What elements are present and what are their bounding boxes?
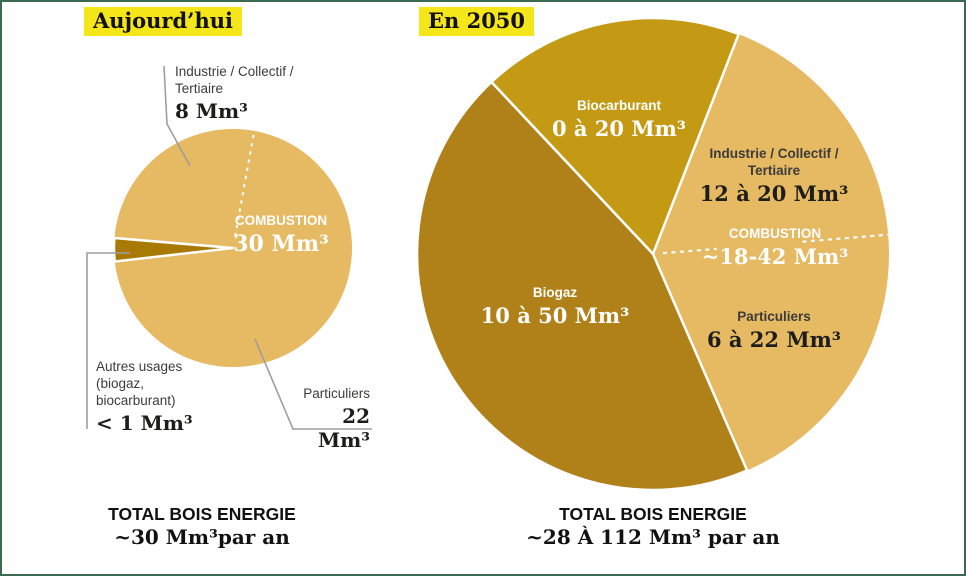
pie-0-slice-autres-usages xyxy=(112,236,235,263)
pie-0-leader-line-2 xyxy=(254,338,372,430)
label-combustion-2050: COMBUSTION ~18-42 Mm³ xyxy=(694,226,856,269)
label-combustion-2050-value: ~18-42 Mm³ xyxy=(701,243,849,269)
label-combustion-today-title: COMBUSTION xyxy=(234,213,328,228)
label-particuliers-today-value: 22 Mm³ xyxy=(317,403,370,452)
label-industrie-today-line2: Tertiaire xyxy=(175,80,224,96)
pie-1-dashed-divider-0 xyxy=(662,247,717,255)
label-particuliers-2050-line1: Particuliers xyxy=(737,309,811,324)
label-autres-usages: Autres usages (biogaz, biocarburant) < 1… xyxy=(96,359,256,435)
chart-title-today: Aujourd’hui xyxy=(84,7,243,37)
label-biogaz-2050-line1: Biogaz xyxy=(532,285,578,300)
label-autres-usages-value: < 1 Mm³ xyxy=(96,410,193,435)
pie-1-slice-biocarburant xyxy=(490,16,740,256)
total-2050-line1: TOTAL BOIS ENERGIE xyxy=(559,504,747,524)
pie-0-dashed-divider-0 xyxy=(234,130,256,237)
label-particuliers-today: Particuliers 22 Mm³ xyxy=(284,386,370,452)
label-industrie-today-line1: Industrie / Collectif / xyxy=(175,64,294,79)
label-industrie-2050-line2: Tertiaire xyxy=(747,162,801,178)
chart-title-today-label: Aujourd’hui xyxy=(84,7,243,37)
label-biogaz-2050: Biogaz 10 à 50 Mm³ xyxy=(474,285,636,328)
label-autres-usages-line3: biocarburant) xyxy=(96,392,176,408)
label-particuliers-2050-value: 6 à 22 Mm³ xyxy=(706,326,842,352)
label-industrie-2050: Industrie / Collectif / Tertiaire 12 à 2… xyxy=(688,146,860,206)
pie-0-leader-line-0 xyxy=(163,65,191,167)
label-industrie-today: Industrie / Collectif / Tertiaire 8 Mm³ xyxy=(175,64,350,123)
label-combustion-today: COMBUSTION 30 Mm³ xyxy=(220,213,342,257)
label-industrie-2050-value: 12 à 20 Mm³ xyxy=(699,180,849,206)
label-autres-usages-line2: (biogaz, xyxy=(96,375,145,391)
label-industrie-2050-line1: Industrie / Collectif / xyxy=(709,146,839,161)
total-today: TOTAL BOIS ENERGIE ~30 Mm³par an xyxy=(52,504,352,550)
pie-1-slice-biogaz xyxy=(415,80,749,492)
label-biocarburant-2050-line1: Biocarburant xyxy=(576,98,661,113)
label-biocarburant-2050-value: 0 à 20 Mm³ xyxy=(551,115,687,141)
label-combustion-2050-title: COMBUSTION xyxy=(728,226,822,241)
pie-0-leader-line-1 xyxy=(86,252,130,429)
label-industrie-today-value: 8 Mm³ xyxy=(175,98,248,123)
pie-1-dashed-divider-1 xyxy=(802,233,889,243)
total-today-line1: TOTAL BOIS ENERGIE xyxy=(108,504,296,524)
label-biocarburant-2050: Biocarburant 0 à 20 Mm³ xyxy=(538,98,700,141)
total-today-line2: ~30 Mm³par an xyxy=(114,525,290,549)
chart-title-2050-label: En 2050 xyxy=(419,7,535,37)
total-2050-line2: ~28 À 112 Mm³ par an xyxy=(526,525,780,549)
label-biogaz-2050-value: 10 à 50 Mm³ xyxy=(480,302,630,328)
chart-title-2050: En 2050 xyxy=(419,7,535,37)
label-particuliers-today-line1: Particuliers xyxy=(303,386,370,401)
label-particuliers-2050: Particuliers 6 à 22 Mm³ xyxy=(693,309,855,352)
label-combustion-today-value: 30 Mm³ xyxy=(233,230,329,257)
label-autres-usages-line1: Autres usages xyxy=(96,359,183,374)
total-2050: TOTAL BOIS ENERGIE ~28 À 112 Mm³ par an xyxy=(503,504,803,550)
